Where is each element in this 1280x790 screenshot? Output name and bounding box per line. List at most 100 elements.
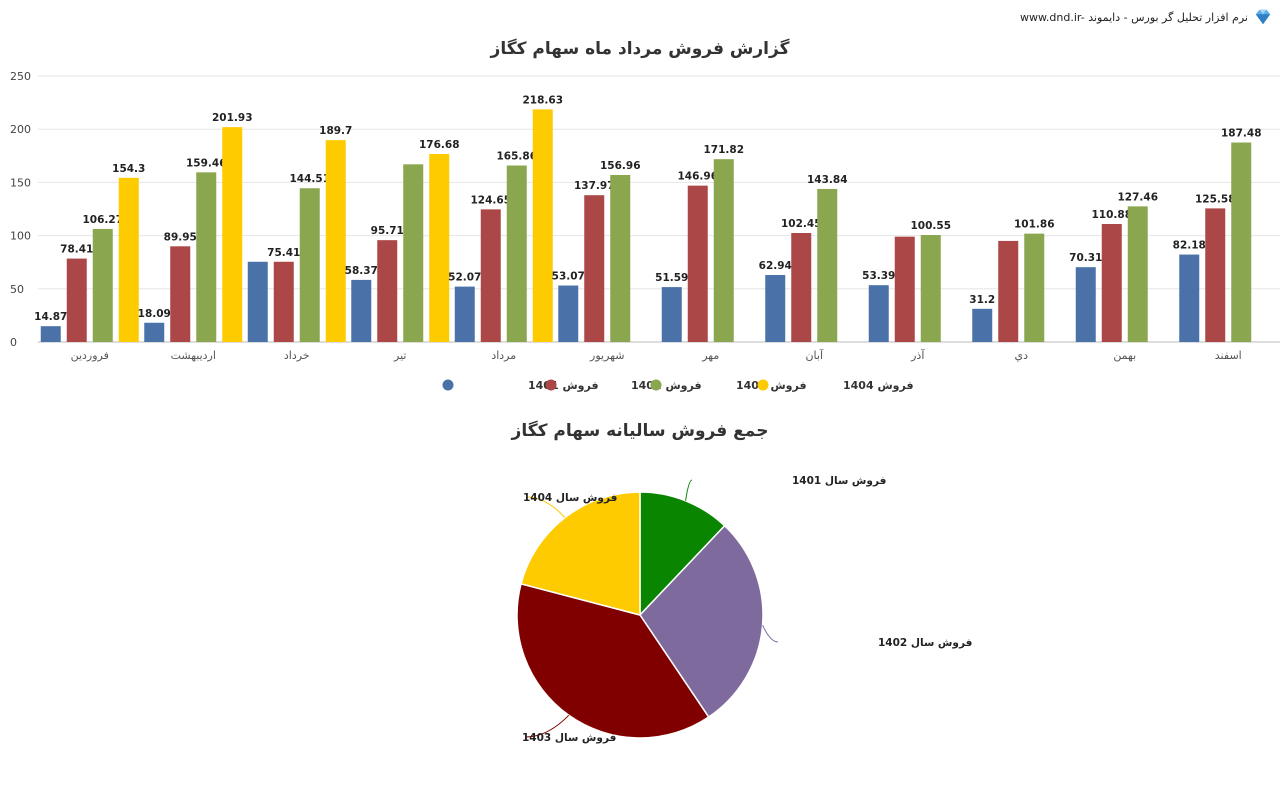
data-label: 218.63 (522, 94, 563, 106)
data-label: 100.55 (910, 220, 951, 232)
bar (377, 240, 398, 342)
data-label: 144.51 (289, 173, 330, 185)
bar (765, 275, 786, 342)
data-label: 53.39 (862, 270, 895, 282)
legend-marker (442, 379, 454, 391)
data-label: 137.97 (574, 180, 615, 192)
bar (429, 154, 450, 342)
data-label: 31.2 (969, 294, 995, 306)
pie-label: فروش سال 1401 (792, 475, 886, 487)
bar (222, 127, 243, 342)
x-tick-label: آذر (910, 348, 925, 362)
x-tick-label: فروردین (71, 349, 109, 362)
bar (713, 159, 734, 342)
bar (972, 308, 993, 342)
bar (817, 188, 838, 342)
bar (480, 209, 501, 342)
data-label: 159.46 (186, 157, 227, 169)
data-label: 62.94 (759, 260, 792, 272)
data-label: 52.07 (448, 272, 481, 284)
bar (532, 109, 553, 342)
leader-line (685, 479, 693, 501)
y-tick-label: 150 (10, 176, 31, 189)
x-tick-label: مهر (701, 349, 719, 362)
data-label: 78.41 (60, 244, 93, 256)
data-label: 189.7 (319, 125, 352, 137)
legend-marker (650, 379, 662, 391)
data-label: 171.82 (703, 144, 744, 156)
brand-header: www.dnd.ir- نرم افزار تحلیل گر بورس - دا… (1020, 8, 1272, 26)
x-tick-label: مرداد (491, 349, 516, 362)
data-label: 53.07 (552, 271, 585, 283)
bar (1231, 142, 1252, 342)
pie-label: فروش سال 1404 (523, 492, 617, 504)
y-tick-label: 0 (10, 336, 17, 349)
legend-label: فروش 1401 (528, 379, 599, 392)
bar (351, 279, 372, 342)
bar (273, 261, 294, 342)
bar (894, 236, 915, 342)
x-tick-label: تیر (393, 349, 406, 362)
bar (299, 188, 320, 342)
data-label: 101.86 (1014, 219, 1055, 231)
data-label: 125.58 (1195, 193, 1236, 205)
data-label: 14.87 (34, 311, 67, 323)
legend-marker (757, 379, 769, 391)
bar (325, 140, 346, 342)
pie-slice (639, 491, 726, 617)
bar (196, 172, 217, 342)
bar (40, 326, 61, 342)
bar (144, 322, 165, 342)
leader-line (526, 496, 566, 518)
data-label: 124.65 (470, 194, 511, 206)
data-label: 102.45 (781, 218, 822, 230)
legend-label: فروش 1404 (843, 379, 914, 392)
chart-title: جمع فروش سالیانه سهام کگاز (511, 420, 769, 441)
data-label: 82.18 (1173, 240, 1206, 252)
bar (1024, 233, 1045, 342)
data-label: 95.71 (371, 225, 404, 237)
x-tick-label: اردیبهشت (171, 349, 216, 362)
pie-slice (516, 582, 710, 739)
y-tick-label: 200 (10, 123, 31, 136)
bar (1075, 267, 1096, 342)
chart-title: گزارش فروش مرداد ماه سهام کگاز (490, 38, 790, 59)
data-label: 75.41 (267, 247, 300, 259)
bar (920, 235, 941, 342)
bar (247, 261, 268, 342)
x-tick-label: دي (1014, 349, 1028, 362)
x-tick-label: آبان (805, 348, 823, 362)
bar (403, 164, 424, 342)
bar (1127, 206, 1148, 342)
bar (998, 240, 1019, 342)
data-label: 146.96 (677, 171, 718, 183)
leader-line (525, 714, 570, 738)
diamond-icon (1255, 9, 1271, 25)
bar-chart: گزارش فروش مرداد ماه سهام کگاز 0 50 100 150 2… (10, 38, 1280, 392)
legend-label: فروش 1402 (631, 379, 702, 392)
bar (66, 258, 87, 342)
pie-label: فروش سال 1403 (522, 732, 616, 744)
brand-text: www.dnd.ir- نرم افزار تحلیل گر بورس - دا… (1019, 10, 1248, 24)
x-tick-label: خرداد (284, 349, 310, 362)
pie-label: فروش سال 1402 (878, 637, 972, 649)
y-tick-label: 250 (10, 70, 31, 83)
data-label: 89.95 (164, 231, 197, 243)
data-label: 201.93 (212, 112, 253, 124)
bar (454, 286, 475, 342)
data-label: 58.37 (345, 265, 378, 277)
data-label: 127.46 (1117, 191, 1158, 203)
data-label: 106.27 (82, 214, 123, 226)
bar (558, 285, 579, 342)
bar (868, 285, 889, 342)
data-label: 156.96 (600, 160, 641, 172)
data-label: 70.31 (1069, 252, 1102, 264)
data-label: 143.84 (807, 174, 848, 186)
bar (1205, 208, 1226, 342)
bar (584, 195, 605, 342)
leader-line (762, 625, 779, 643)
legend-marker (545, 379, 557, 391)
bar (610, 174, 631, 342)
x-tick-label: بهمن (1113, 349, 1136, 362)
bar (118, 177, 139, 342)
